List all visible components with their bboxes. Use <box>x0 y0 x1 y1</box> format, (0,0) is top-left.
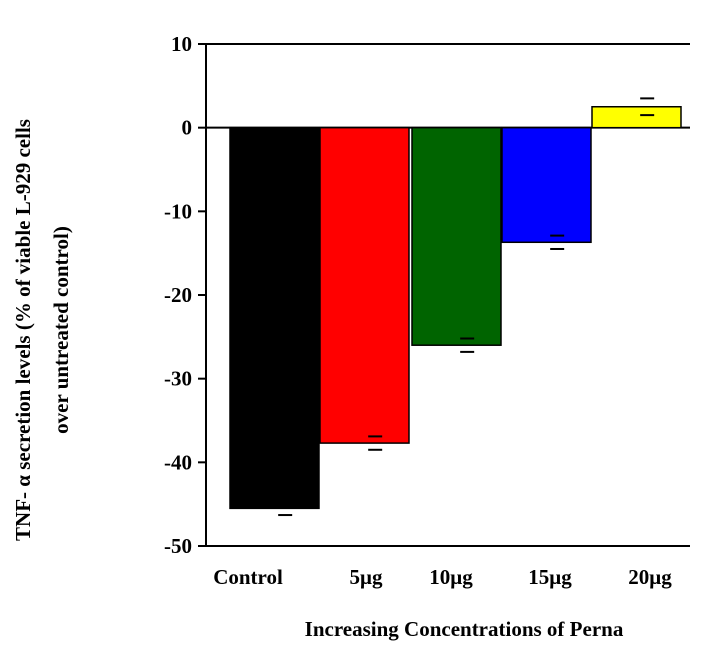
y-axis-title: TNF- α secretion levels (% of viable L-9… <box>11 119 73 541</box>
bar-0 <box>229 126 320 510</box>
y-tick-label: -20 <box>164 283 192 307</box>
y-axis-title-line2: over untreated control) <box>49 226 73 434</box>
y-tick-label: 0 <box>182 116 193 140</box>
bar-3 <box>501 126 592 244</box>
bar-4 <box>591 106 682 129</box>
x-category-label: 10μg <box>429 565 473 589</box>
y-axis-ticks: 10 0 -10 -20 -30 -40 -50 <box>164 32 206 558</box>
bars <box>229 97 682 517</box>
x-axis-title: Increasing Concentrations of Perna <box>305 617 624 641</box>
x-category-label: 5μg <box>350 565 383 589</box>
y-tick-label: -10 <box>164 199 192 223</box>
y-tick-label: -40 <box>164 450 192 474</box>
y-axis-title-line1: TNF- α secretion levels (% of viable L-9… <box>11 119 35 541</box>
x-category-label: 15μg <box>528 565 572 589</box>
y-tick-label: 10 <box>171 32 192 56</box>
y-tick-label: -50 <box>164 534 192 558</box>
x-category-label: 20μg <box>628 565 672 589</box>
y-tick-label: -30 <box>164 367 192 391</box>
x-axis-categories: Control 5μg 10μg 15μg 20μg <box>213 565 672 589</box>
bar-2 <box>411 126 502 346</box>
bar-1 <box>319 126 410 444</box>
x-category-label: Control <box>213 565 283 589</box>
